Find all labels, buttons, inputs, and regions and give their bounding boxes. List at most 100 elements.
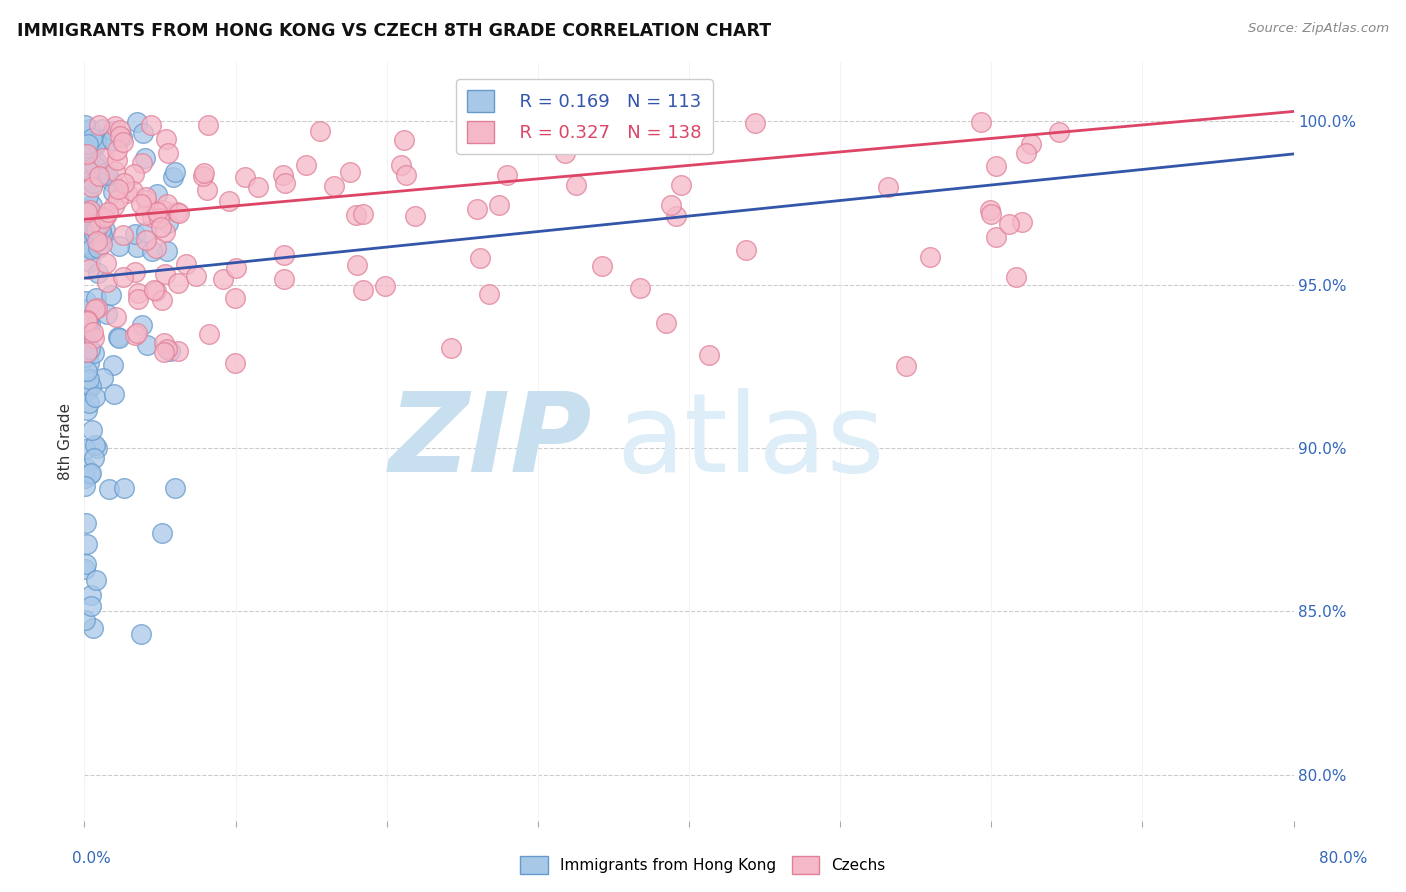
- Point: [79, 215, 101, 229]
- Point: [76, 301, 98, 316]
- Point: [111, 130, 134, 145]
- Point: [112, 481, 135, 495]
- Point: [75, 516, 97, 531]
- Point: [159, 344, 181, 359]
- Point: [94, 256, 117, 270]
- Point: [75, 613, 97, 627]
- Point: [76, 313, 98, 327]
- Point: [100, 288, 122, 302]
- Point: [554, 145, 576, 160]
- Point: [135, 226, 157, 240]
- Point: [122, 184, 145, 198]
- Point: [156, 216, 179, 230]
- Point: [488, 198, 510, 212]
- Point: [97, 205, 120, 219]
- Point: [108, 330, 131, 344]
- Point: [392, 133, 415, 147]
- Point: [1011, 215, 1033, 229]
- Point: [77, 202, 100, 216]
- Point: [103, 199, 125, 213]
- Point: [75, 118, 97, 132]
- Point: [83, 159, 105, 173]
- Point: [139, 119, 162, 133]
- Point: [198, 327, 221, 342]
- Point: [91, 121, 114, 136]
- Point: [80, 599, 103, 613]
- Point: [659, 197, 682, 211]
- Point: [76, 314, 98, 328]
- Point: [75, 331, 97, 345]
- Point: [628, 281, 651, 295]
- Point: [75, 442, 97, 457]
- Point: [131, 318, 153, 332]
- Point: [76, 204, 98, 219]
- Point: [76, 144, 98, 158]
- Point: [90, 236, 112, 251]
- Point: [156, 342, 179, 356]
- Point: [124, 328, 146, 343]
- Point: [225, 260, 247, 275]
- Point: [167, 206, 190, 220]
- Point: [193, 169, 215, 183]
- Point: [97, 482, 120, 496]
- Point: [125, 326, 148, 340]
- Point: [96, 276, 118, 290]
- Point: [79, 223, 101, 237]
- Point: [83, 346, 105, 360]
- Point: [153, 345, 176, 359]
- Point: [131, 155, 153, 169]
- Point: [77, 143, 100, 157]
- Point: [77, 356, 100, 370]
- Point: [87, 169, 110, 183]
- Point: [1015, 145, 1038, 160]
- Point: [218, 194, 240, 209]
- Point: [84, 139, 107, 153]
- Point: [346, 209, 368, 223]
- Point: [986, 159, 1008, 173]
- Point: [141, 210, 163, 224]
- Point: [76, 213, 98, 227]
- Point: [124, 265, 146, 279]
- Point: [1019, 136, 1042, 151]
- Point: [83, 450, 105, 465]
- Point: [984, 230, 1007, 244]
- Point: [105, 143, 128, 157]
- Point: [84, 223, 107, 237]
- Point: [79, 202, 101, 217]
- Point: [76, 345, 98, 359]
- Point: [108, 123, 131, 137]
- Legend:   R = 0.169   N = 113,   R = 0.327   N = 138: R = 0.169 N = 113, R = 0.327 N = 138: [456, 79, 713, 153]
- Point: [105, 153, 128, 167]
- Point: [107, 239, 129, 253]
- Point: [309, 124, 332, 138]
- Point: [83, 208, 105, 222]
- Point: [115, 186, 138, 200]
- Point: [478, 286, 501, 301]
- Point: [77, 139, 100, 153]
- Point: [77, 372, 100, 386]
- Point: [352, 206, 374, 220]
- Point: [84, 390, 107, 404]
- Point: [96, 307, 118, 321]
- Point: [124, 227, 146, 241]
- Point: [135, 337, 157, 351]
- Point: [77, 383, 100, 397]
- Point: [142, 283, 165, 297]
- Legend: Immigrants from Hong Kong, Czechs: Immigrants from Hong Kong, Czechs: [515, 850, 891, 880]
- Point: [83, 438, 105, 452]
- Point: [273, 248, 295, 262]
- Point: [174, 257, 197, 271]
- Point: [150, 526, 173, 541]
- Point: [84, 136, 107, 151]
- Point: [77, 189, 100, 203]
- Point: [127, 286, 149, 301]
- Point: [77, 227, 100, 242]
- Point: [79, 255, 101, 269]
- Point: [82, 325, 104, 339]
- Point: [100, 133, 122, 147]
- Point: [197, 119, 219, 133]
- Point: [87, 266, 110, 280]
- Point: [103, 124, 125, 138]
- Point: [105, 310, 128, 324]
- Y-axis label: 8th Grade: 8th Grade: [58, 403, 73, 480]
